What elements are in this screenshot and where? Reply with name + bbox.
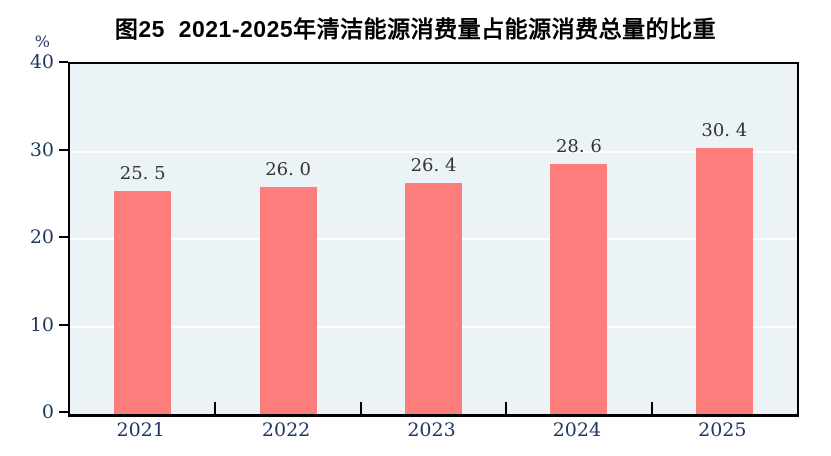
bar-value-label-2021: 25. 5 <box>119 162 166 184</box>
y-axis-tick <box>59 411 68 413</box>
y-axis-label-40: 40 <box>29 51 54 73</box>
plot-area: 25. 5 26. 0 26. 4 28. 6 30. 4 <box>68 62 799 417</box>
x-axis-label-2023: 2023 <box>407 419 456 441</box>
bar-value-label-2023: 26. 4 <box>410 155 457 176</box>
x-axis-label-2025: 2025 <box>698 419 747 441</box>
bar-2023 <box>405 183 462 414</box>
y-axis-unit-label: % <box>34 32 50 51</box>
y-axis-tick <box>59 323 68 326</box>
x-axis-label-2022: 2022 <box>261 419 311 441</box>
bar-2024 <box>550 163 608 414</box>
bar-value-label-2025: 30. 4 <box>701 120 748 141</box>
bar-value-label-2024: 28. 6 <box>555 135 602 157</box>
bar-2021 <box>114 190 172 414</box>
y-axis-tick <box>59 61 68 63</box>
x-axis-label-2021: 2021 <box>116 419 165 441</box>
bar-2022 <box>259 186 317 414</box>
y-axis-label-10: 10 <box>29 313 54 336</box>
x-axis-tick <box>650 402 653 414</box>
x-axis-label-2024: 2024 <box>552 419 602 441</box>
chart-title: 图25 2021-2025年清洁能源消费量占能源消费总量的比重 <box>114 16 717 42</box>
bar-value-label-2022: 26. 0 <box>265 158 311 180</box>
y-axis-label-20: 20 <box>29 226 54 248</box>
x-axis-tick <box>505 402 508 414</box>
y-axis-label-30: 30 <box>29 138 54 161</box>
gridline-30 <box>70 150 797 153</box>
bar-2025 <box>695 148 753 414</box>
y-axis-tick <box>59 148 68 151</box>
y-axis-tick <box>59 236 68 238</box>
y-axis-label-0: 0 <box>41 401 54 423</box>
x-axis-tick <box>214 402 217 414</box>
x-axis-tick <box>359 402 362 414</box>
